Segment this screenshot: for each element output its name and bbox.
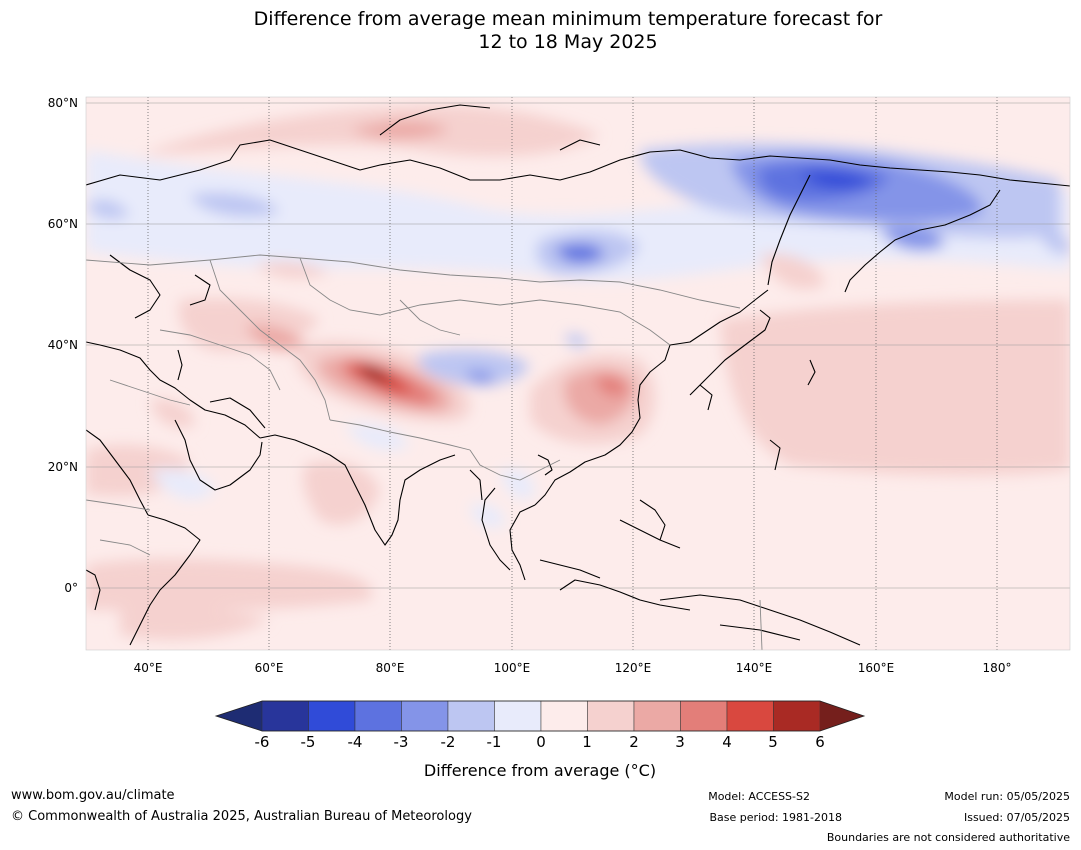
- colorbar-cells: [261, 700, 821, 732]
- colorbar-cell: [494, 700, 542, 732]
- colorbar-tick: -5: [300, 733, 316, 751]
- bom-url-link[interactable]: www.bom.gov.au/climate: [11, 788, 175, 803]
- lon-label-60e: 60°E: [254, 661, 284, 675]
- colorbar-cell: [773, 700, 821, 732]
- title-line-1: Difference from average mean minimum tem…: [253, 8, 883, 30]
- colorbar-underflow: [216, 701, 262, 731]
- colorbar-cell: [354, 700, 402, 732]
- colorbar-tick: 5: [768, 733, 778, 751]
- colorbar-tick: 0: [536, 733, 546, 751]
- lat-label-60n: 60°N: [47, 217, 78, 231]
- colorbar-cell: [680, 700, 728, 732]
- colorbar-tick: 1: [582, 733, 592, 751]
- title-line-2: 12 to 18 May 2025: [478, 31, 658, 53]
- colorbar-outline: [214, 700, 866, 732]
- lon-label-160e: 160°E: [857, 661, 895, 675]
- colorbar-cell: [401, 700, 449, 732]
- lon-label-140e: 140°E: [735, 661, 773, 675]
- map-frame: [85, 96, 1071, 651]
- colorbar-cell: [308, 700, 356, 732]
- colorbar-tick: -6: [254, 733, 270, 751]
- base-period-text: Base period: 1981-2018: [709, 811, 842, 824]
- lat-label-20n: 20°N: [47, 460, 78, 474]
- colorbar-overflow: [820, 701, 864, 731]
- colorbar-tick: 6: [815, 733, 825, 751]
- issued-text: Issued: 07/05/2025: [963, 811, 1070, 824]
- colorbar-tick: 4: [722, 733, 732, 751]
- colorbar: [214, 700, 866, 732]
- model-run-text: Model run: 05/05/2025: [944, 790, 1070, 803]
- country-borders: [86, 254, 763, 650]
- colorbar-cell: [633, 700, 681, 732]
- map-title: Difference from average mean minimum tem…: [0, 8, 1081, 54]
- model-text: Model: ACCESS-S2: [708, 790, 810, 803]
- lon-label-180: 180°: [982, 661, 1012, 675]
- lon-label-120e: 120°E: [614, 661, 652, 675]
- copyright-text: © Commonwealth of Australia 2025, Austra…: [11, 809, 472, 824]
- colorbar-tick: -2: [440, 733, 456, 751]
- colorbar-cell: [587, 700, 635, 732]
- colorbar-tick: -4: [347, 733, 363, 751]
- lat-label-80n: 80°N: [47, 96, 78, 110]
- colorbar-cell: [261, 700, 309, 732]
- colorbar-tick: -1: [486, 733, 502, 751]
- lat-label-0: 0°: [64, 581, 78, 595]
- colorbar-cell: [726, 700, 774, 732]
- lon-label-80e: 80°E: [375, 661, 405, 675]
- lon-label-100e: 100°E: [493, 661, 531, 675]
- colorbar-tick: 2: [629, 733, 639, 751]
- boundaries-disclaimer: Boundaries are not considered authoritat…: [826, 831, 1070, 844]
- colorbar-tick: 3: [675, 733, 685, 751]
- coastlines: [86, 104, 1070, 646]
- lat-label-40n: 40°N: [47, 338, 78, 352]
- colorbar-label: Difference from average (°C): [423, 761, 657, 780]
- colorbar-cell: [447, 700, 495, 732]
- colorbar-cell: [540, 700, 588, 732]
- anomaly-field: [86, 97, 1070, 650]
- lon-label-40e: 40°E: [133, 661, 163, 675]
- colorbar-tick: -3: [393, 733, 409, 751]
